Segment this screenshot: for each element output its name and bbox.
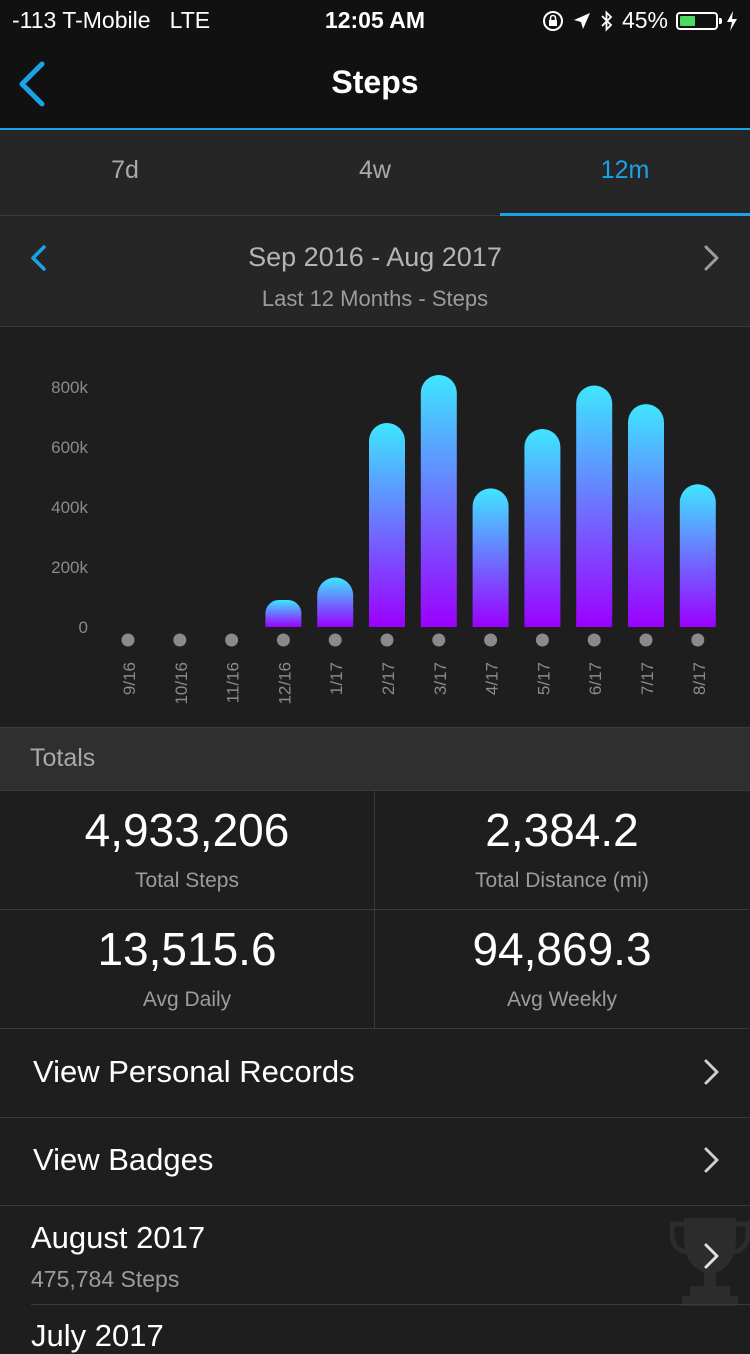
chevron-right-icon — [704, 1059, 719, 1085]
avg-weekly-card: 94,869.3 Avg Weekly — [375, 910, 749, 1029]
avg-daily-label: Avg Daily — [142, 988, 232, 1011]
chart-point-marker — [328, 633, 342, 647]
nav-bar: Steps — [0, 40, 750, 130]
chart-bar[interactable] — [317, 577, 354, 628]
x-tick-label: 11/16 — [224, 662, 243, 703]
previous-period-icon[interactable] — [28, 244, 50, 272]
chart-bar[interactable] — [679, 484, 716, 627]
avg-weekly-value: 94,869.3 — [472, 923, 652, 975]
clock: 12:05 AM — [324, 7, 426, 33]
month-name[interactable]: July 2017 — [31, 1318, 164, 1353]
month-list-item[interactable]: August 2017 475,784 Steps — [0, 1206, 750, 1306]
steps-chart: 0 200k 400k 600k 800k 9/16 10/16 11/16 12/16 1/1… — [0, 327, 750, 728]
page-title: Steps — [331, 64, 419, 100]
month-steps: 475,784 Steps — [31, 1266, 180, 1292]
x-tick-label: 12/16 — [275, 662, 294, 705]
y-tick-label: 600k — [51, 438, 88, 457]
tab-4w[interactable]: 4w — [359, 156, 391, 184]
status-bar: -113 T-Mobile LTE 12:05 AM 45% — [0, 0, 750, 40]
network-label: LTE — [169, 7, 211, 33]
chart-point-marker — [121, 633, 135, 647]
chart-point-marker — [173, 633, 187, 647]
carrier-label: -113 T-Mobile — [12, 7, 151, 33]
chart-bar[interactable] — [420, 375, 457, 627]
total-distance-label: Total Distance (mi) — [475, 869, 649, 892]
x-tick-label: 4/17 — [483, 662, 502, 695]
chart-bar[interactable] — [628, 404, 664, 627]
rotation-lock-icon — [542, 10, 563, 31]
y-tick-label: 0 — [79, 618, 88, 637]
date-range-selector: Sep 2016 - Aug 2017 Last 12 Months - Ste… — [0, 216, 750, 327]
view-badges-label: View Badges — [33, 1142, 214, 1177]
steps-bar-chart: 0 200k 400k 600k 800k 9/16 10/16 11/16 12/16 1/1… — [51, 375, 716, 705]
x-tick-label: 10/16 — [172, 662, 191, 705]
chart-point-marker — [276, 633, 290, 647]
charging-bolt-icon — [727, 10, 737, 31]
chart-point-marker — [691, 633, 705, 647]
x-tick-label: 9/16 — [120, 662, 139, 695]
chart-point-marker — [225, 633, 239, 647]
back-chevron-icon[interactable] — [14, 60, 54, 108]
x-tick-label: 6/17 — [586, 662, 605, 695]
chart-bar[interactable] — [472, 488, 509, 627]
totals-title: Totals — [30, 744, 96, 772]
total-steps-label: Total Steps — [135, 869, 239, 892]
period-tabs: 7d 4w 12m — [0, 130, 750, 216]
avg-daily-card: 13,515.6 Avg Daily — [0, 910, 375, 1029]
view-badges-row[interactable]: View Badges — [0, 1118, 750, 1206]
date-range-sublabel: Last 12 Months - Steps — [261, 286, 489, 311]
total-steps-value: 4,933,206 — [84, 804, 290, 856]
x-tick-label: 1/17 — [327, 662, 346, 695]
totals-header: Totals — [0, 728, 750, 791]
chart-bar[interactable] — [524, 429, 561, 627]
divider — [31, 1304, 750, 1305]
chart-bar[interactable] — [265, 600, 302, 627]
x-tick-label: 5/17 — [534, 662, 553, 695]
chart-point-marker — [484, 633, 498, 647]
y-tick-label: 200k — [51, 558, 88, 577]
avg-weekly-label: Avg Weekly — [506, 988, 618, 1011]
total-distance-card: 2,384.2 Total Distance (mi) — [375, 791, 749, 910]
chart-point-marker — [432, 633, 446, 647]
totals-grid: 4,933,206 Total Steps 2,384.2 Total Dist… — [0, 791, 750, 1029]
x-tick-label: 2/17 — [379, 662, 398, 695]
y-tick-label: 400k — [51, 498, 88, 517]
chart-point-marker — [587, 633, 601, 647]
chart-point-marker — [639, 633, 653, 647]
chart-point-marker — [535, 633, 549, 647]
chevron-right-icon — [704, 1243, 719, 1269]
chart-bar[interactable] — [576, 385, 613, 628]
month-name: August 2017 — [31, 1220, 206, 1255]
tab-12m[interactable]: 12m — [500, 130, 750, 216]
bluetooth-icon — [601, 9, 613, 32]
battery-icon — [676, 11, 722, 30]
location-arrow-icon — [573, 12, 590, 29]
y-tick-label: 800k — [51, 378, 88, 397]
trophy-icon — [670, 1218, 750, 1306]
x-tick-label: 8/17 — [690, 662, 709, 695]
chart-point-marker — [380, 633, 394, 647]
next-period-icon[interactable] — [700, 244, 722, 272]
chevron-right-icon — [704, 1147, 719, 1173]
avg-daily-value: 13,515.6 — [97, 923, 277, 975]
x-tick-label: 3/17 — [431, 662, 450, 695]
date-range-label: Sep 2016 - Aug 2017 — [248, 242, 502, 272]
total-distance-value: 2,384.2 — [485, 804, 639, 856]
tab-7d[interactable]: 7d — [111, 156, 139, 184]
view-personal-records-label: View Personal Records — [33, 1054, 355, 1089]
battery-percent: 45% — [621, 7, 668, 33]
view-personal-records-row[interactable]: View Personal Records — [0, 1030, 750, 1118]
x-tick-label: 7/17 — [638, 662, 657, 695]
chart-bar[interactable] — [369, 423, 405, 627]
total-steps-card: 4,933,206 Total Steps — [0, 791, 375, 910]
